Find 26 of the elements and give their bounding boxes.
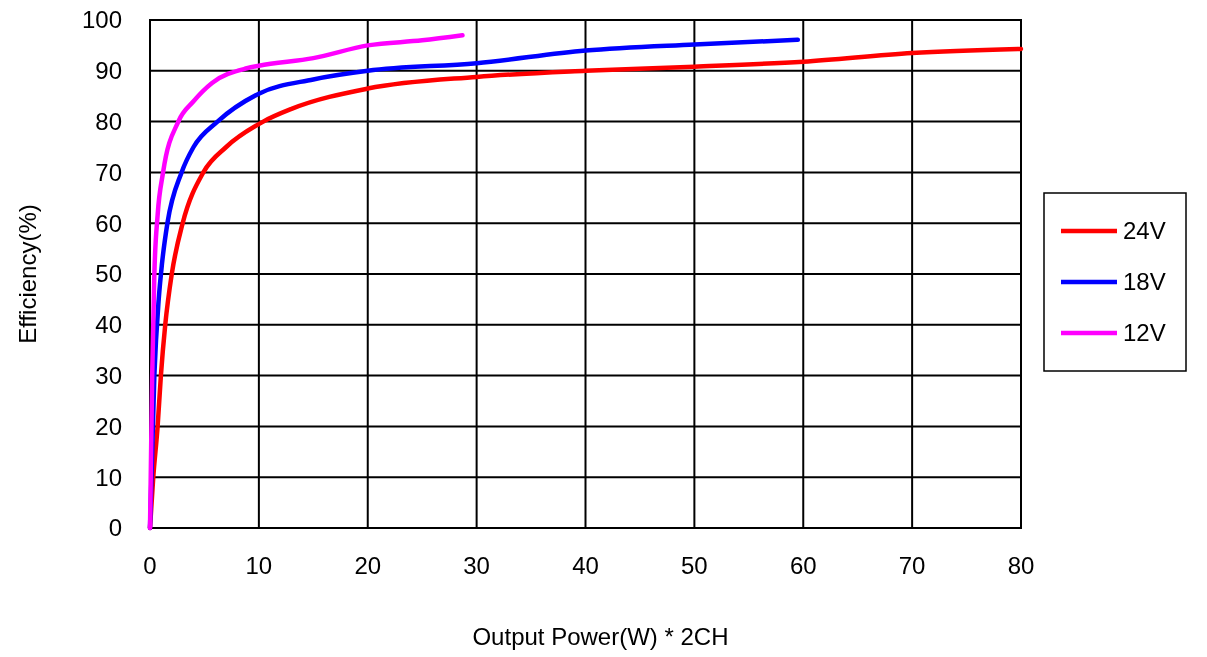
y-tick-label: 20 (95, 412, 122, 440)
y-tick-label: 80 (95, 108, 122, 135)
y-tick-label: 10 (95, 463, 122, 491)
y-axis-title: Efficiency(%) (14, 204, 41, 344)
legend-label: 18V (1123, 268, 1166, 296)
x-tick-label: 70 (898, 552, 926, 579)
y-tick-label: 90 (95, 57, 122, 85)
x-tick-label: 80 (1007, 552, 1035, 579)
y-tick-label: 60 (95, 209, 122, 237)
y-tick-label: 100 (81, 6, 122, 34)
x-tick-label: 20 (354, 552, 382, 579)
x-tick-label: 0 (143, 552, 157, 579)
x-tick-label: 50 (681, 552, 708, 579)
x-tick-label: 30 (463, 552, 490, 579)
x-tick-label: 60 (789, 552, 817, 579)
x-axis-title: Output Power(W) * 2CH (472, 623, 729, 650)
legend-label: 24V (1123, 217, 1166, 245)
line-series (147, 32, 465, 531)
x-tick-label: 10 (245, 552, 273, 579)
y-tick-label: 0 (108, 514, 122, 542)
y-tick-label: 30 (95, 362, 122, 389)
legend-label: 12V (1123, 319, 1166, 347)
y-tick-label: 40 (95, 311, 122, 339)
x-tick-label: 40 (572, 552, 599, 579)
y-tick-label: 50 (95, 260, 122, 288)
y-tick-label: 70 (95, 158, 122, 186)
